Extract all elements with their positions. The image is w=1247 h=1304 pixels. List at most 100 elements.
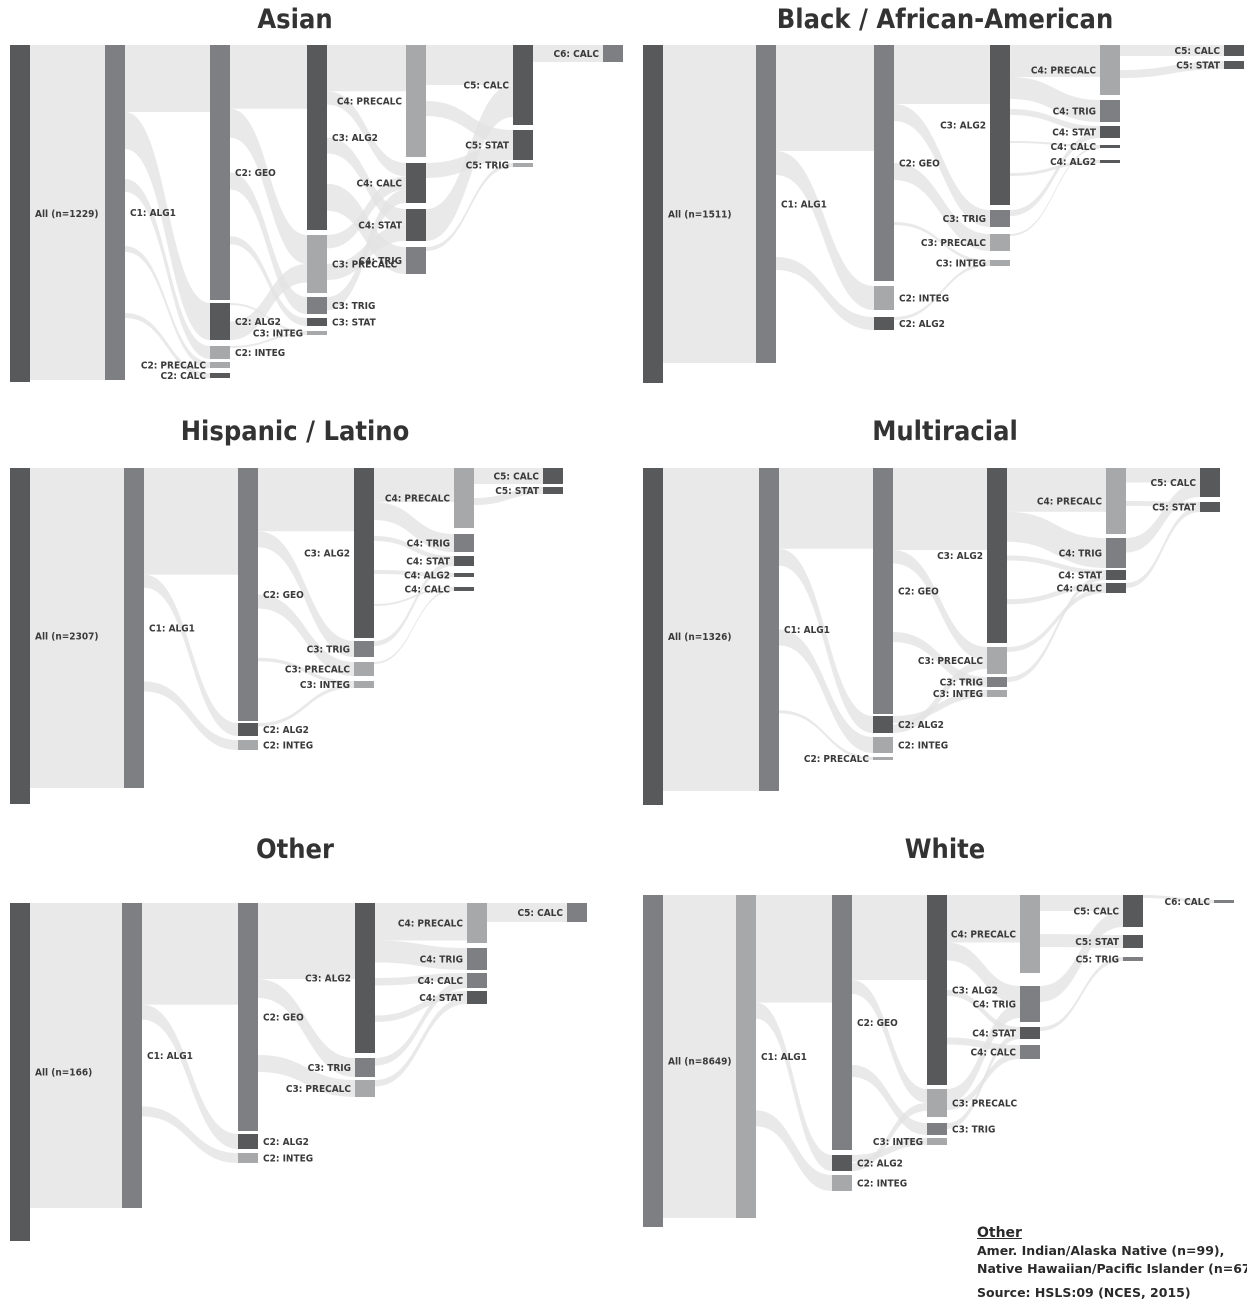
flow-link: [894, 104, 990, 227]
node-label-precalcd: C4: PRECALC: [385, 494, 451, 505]
node-label-integb: C2: INTEG: [857, 1179, 907, 1190]
flow-link: [374, 468, 454, 502]
node-label-calcd: C4: CALC: [1057, 584, 1103, 595]
node-bar-precalcd: [1100, 45, 1120, 95]
flow-link: [1126, 507, 1200, 588]
node-label-all: All (n=2307): [35, 632, 98, 643]
node-label-trigd: C4: TRIG: [359, 256, 402, 267]
node-label-geo: C2: GEO: [899, 159, 940, 170]
node-label-precalcc: C3: PRECALC: [921, 238, 987, 249]
flow-link: [374, 587, 454, 606]
flow-link: [474, 487, 543, 505]
node-label-alg2b: C2: ALG2: [263, 1137, 309, 1148]
node-bar-trigd: [1020, 986, 1040, 1022]
flow-link: [894, 163, 990, 251]
sankey-panel-4: All (n=166) C1: ALG1 C2: GEO C2: ALG2 C2: IN…: [10, 903, 587, 1241]
flow-link: [374, 502, 454, 552]
flow-link: [30, 468, 124, 788]
flow-link: [374, 589, 454, 664]
node-label-statd: C4: STAT: [406, 557, 451, 568]
node-bar-statd: [1106, 570, 1126, 580]
flow-link: [894, 263, 990, 320]
flow-link: [374, 536, 454, 561]
node-bar-precalcb: [210, 362, 230, 368]
node-bar-geo: [832, 895, 852, 1150]
node-label-calce: C5: CALC: [1074, 907, 1120, 918]
node-bar-state: [1123, 935, 1143, 948]
node-bar-trigc: [307, 297, 327, 314]
flow-link: [893, 468, 987, 550]
node-label-trigc: C3: TRIG: [307, 645, 350, 656]
node-label-alg2d: C4: ALG2: [404, 571, 450, 582]
flow-link: [1010, 109, 1100, 132]
flow-link: [779, 629, 873, 753]
node-bar-alg2b: [832, 1155, 852, 1171]
flow-link: [474, 468, 543, 484]
node-bar-calce: [513, 45, 533, 125]
flow-link: [1010, 77, 1100, 122]
flow-link: [663, 895, 736, 1218]
node-bar-precalcc: [987, 647, 1007, 674]
flow-link: [852, 1138, 927, 1162]
node-bar-geo: [238, 468, 258, 721]
node-bar-integc: [927, 1138, 947, 1145]
node-bar-trigd: [454, 534, 474, 552]
node-bar-alg2b: [238, 723, 258, 736]
node-label-integb: C2: INTEG: [898, 741, 948, 752]
flow-link: [258, 594, 354, 676]
flow-link: [947, 895, 1020, 943]
flow-link: [258, 979, 355, 1077]
node-label-calcd: C4: CALC: [418, 976, 464, 987]
node-label-state: C5: STAT: [1075, 937, 1120, 948]
node-label-geo: C2: GEO: [263, 1013, 304, 1024]
node-label-state: C5: STAT: [495, 486, 540, 497]
node-bar-precalcc: [354, 662, 374, 676]
node-label-alg2c: C3: ALG2: [937, 551, 983, 562]
flow-link: [893, 550, 987, 661]
node-label-all: All (n=1229): [35, 209, 98, 220]
node-bar-integb: [238, 1153, 258, 1163]
node-label-all: All (n=1326): [668, 632, 731, 643]
flow-link: [1010, 45, 1100, 77]
flow-link: [1040, 911, 1123, 1002]
flow-link: [258, 1055, 355, 1097]
flow-link: [947, 1004, 1020, 1103]
node-label-integb: C2: INTEG: [263, 1154, 313, 1165]
node-label-trigd: C4: TRIG: [407, 539, 450, 550]
flow-link: [258, 684, 354, 727]
node-label-trigc: C3: TRIG: [332, 301, 375, 312]
flow-link: [375, 997, 467, 1087]
node-label-trigc: C3: TRIG: [952, 1125, 995, 1136]
node-bar-integb: [873, 737, 893, 753]
legend-line-1: Amer. Indian/Alaska Native (n=99),: [977, 1243, 1225, 1258]
node-bar-statc: [307, 318, 327, 326]
flow-link: [1120, 61, 1224, 78]
node-bar-integc: [987, 690, 1007, 697]
node-bar-calcd: [467, 973, 487, 988]
node-bar-all: [10, 903, 30, 1241]
flow-link: [230, 236, 307, 326]
panel-title-white: White: [904, 834, 986, 865]
node-bar-alg1: [736, 895, 756, 1218]
node-label-alg2b: C2: ALG2: [899, 319, 945, 330]
node-label-all: All (n=166): [35, 1068, 92, 1079]
flow-link: [1126, 468, 1200, 483]
node-bar-alg2d: [454, 573, 474, 577]
panel-title-multiracial: Multiracial: [872, 416, 1018, 447]
node-label-precalcb: C2: PRECALC: [804, 754, 870, 765]
flow-link: [852, 980, 927, 1103]
flow-link: [663, 468, 759, 791]
flow-link: [327, 45, 406, 92]
node-label-precalcc: C3: PRECALC: [952, 1099, 1018, 1110]
node-bar-geo: [238, 903, 258, 1131]
node-bar-all: [10, 468, 30, 804]
flow-link: [375, 973, 467, 986]
node-bar-alg1: [122, 903, 142, 1208]
node-bar-alg2b: [238, 1134, 258, 1149]
node-bar-trige: [1123, 957, 1143, 961]
flow-link: [947, 1033, 1020, 1129]
legend: Other Amer. Indian/Alaska Native (n=99),…: [977, 1224, 1247, 1302]
flow-link: [230, 303, 307, 333]
flow-link: [426, 85, 513, 241]
node-label-trigd: C4: TRIG: [1053, 107, 1096, 118]
